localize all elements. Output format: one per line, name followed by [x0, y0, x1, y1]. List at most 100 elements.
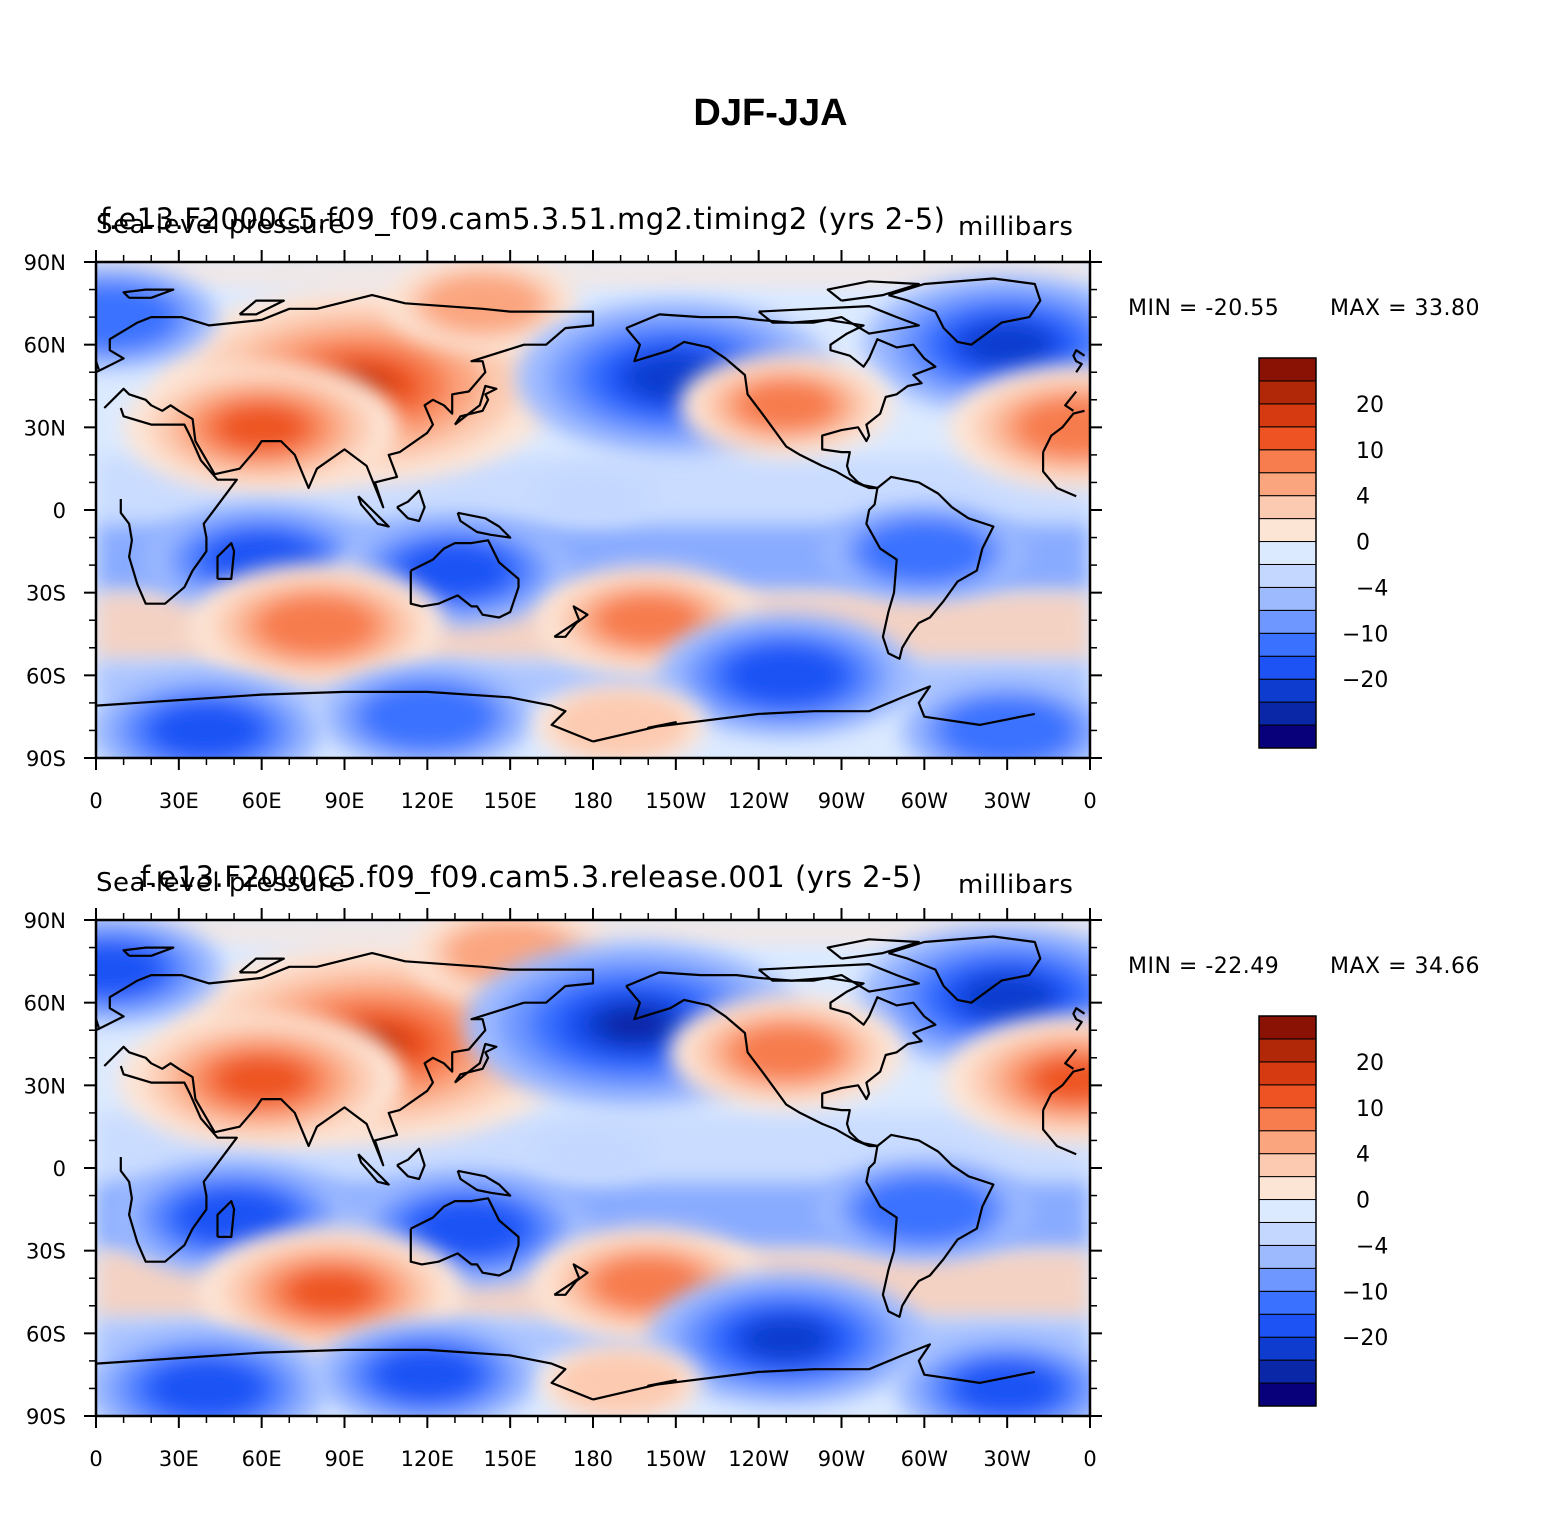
y-tick-label: 0: [53, 499, 66, 523]
colorbar-swatch: [1258, 563, 1317, 588]
colorbar-label: 4: [1356, 485, 1370, 510]
y-axis: 90N 60N 30N 0 30S 60S 90S: [24, 251, 1102, 771]
anomaly-center: [96, 1328, 330, 1416]
anomaly-contour: [635, 1277, 662, 1291]
x-tick-label: 0: [89, 1447, 102, 1471]
anomaly-contour: [316, 1284, 346, 1300]
x-tick-label: 180: [573, 789, 613, 813]
case-name-bottom: f.e13.F2000C5.f09_f09.cam5.3.release.001…: [140, 860, 923, 894]
anomaly-contour: [455, 1222, 483, 1236]
slp-field: [96, 262, 1090, 758]
anomaly-center: [943, 1014, 1090, 1145]
colorbar-swatch: [1258, 357, 1317, 382]
coastline-greenland: [888, 277, 1042, 346]
max-label-top: MAX = 33.80: [1330, 296, 1481, 321]
colorbar-label: 20: [1356, 1051, 1384, 1076]
anomaly-contour: [774, 399, 799, 412]
colorbar-label: −4: [1356, 1234, 1388, 1259]
colorbar-swatch: [1258, 1015, 1317, 1040]
y-tick-label: 30S: [26, 582, 66, 606]
colorbar-swatch: [1258, 1267, 1317, 1292]
colorbar-swatch: [1258, 1199, 1317, 1223]
x-tick-label: 30E: [159, 789, 199, 813]
colorbar-label: 10: [1356, 1097, 1384, 1122]
x-axis: 0 30E 60E 90E 120E 150E 180 150W 120W 90W 60W 30W 0: [89, 250, 1097, 813]
colorbar-swatch: [1258, 609, 1317, 634]
x-tick-label: 150E: [483, 789, 536, 813]
anomaly-center: [189, 563, 445, 689]
x-tick-label: 120E: [401, 1447, 454, 1471]
x-tick-label: 120E: [401, 789, 454, 813]
colorbar-swatch: [1258, 426, 1317, 451]
colorbar-label: 0: [1356, 1189, 1370, 1214]
colorbar-swatch: [1258, 1176, 1317, 1201]
colorbar-swatch: [1258, 380, 1317, 405]
anomaly-center: [532, 467, 654, 525]
colorbar-label: −20: [1342, 668, 1388, 693]
colorbar-swatch: [1258, 1107, 1317, 1132]
y-tick-label: 60N: [24, 334, 66, 358]
coastline-novaya: [238, 957, 285, 974]
coastline-eurasia: [96, 294, 1078, 509]
anomaly-contour: [611, 1378, 630, 1388]
colorbar-swatch: [1258, 472, 1317, 497]
x-tick-label: 60E: [242, 789, 282, 813]
field-band: [96, 262, 1090, 285]
coastline-madagascar: [216, 1200, 236, 1238]
anomaly-center: [315, 1320, 540, 1416]
colorbar-frame: [1258, 357, 1317, 749]
x-tick-label: 120W: [728, 1447, 789, 1471]
coastline-japan: [453, 1042, 498, 1084]
anomaly-center: [320, 664, 535, 758]
anomaly-contour: [586, 1151, 600, 1158]
coastline-canada_isl: [758, 963, 920, 993]
anomaly-contour: [658, 369, 694, 387]
colorbar-swatch: [1258, 1336, 1317, 1361]
anomaly-contour: [771, 1331, 802, 1347]
anomaly-center: [123, 359, 400, 495]
x-tick-label: 90W: [818, 1447, 866, 1471]
colorbar-swatch: [1258, 518, 1317, 543]
colorbar-swatch: [1258, 1359, 1317, 1384]
colorbar-swatch: [1258, 632, 1317, 657]
coastline-nz: [553, 605, 589, 638]
x-tick-label: 30W: [983, 789, 1031, 813]
y-tick-label: 90S: [26, 747, 66, 771]
colorbar-label: 10: [1356, 439, 1384, 464]
colorbar-swatch: [1258, 1084, 1317, 1109]
x-tick-label: 30E: [159, 1447, 199, 1471]
min-label-top: MIN = -20.55: [1128, 296, 1280, 321]
coastline-png: [456, 511, 512, 539]
min-label-bottom: MIN = -22.49: [1128, 954, 1280, 979]
coastline-antarctica: [96, 1343, 1036, 1401]
anomaly-contour: [995, 724, 1019, 737]
x-tick-label: 30W: [983, 1447, 1031, 1471]
anomaly-center: [648, 1271, 925, 1407]
y-axis: 90N 60N 30N 0 30S 60S 90S: [24, 909, 1102, 1429]
anomaly-contour: [991, 336, 1023, 353]
anomaly-contour: [414, 1368, 440, 1381]
variable-name-bottom: Sea-level pressure: [96, 868, 346, 898]
anomaly-center: [346, 1168, 592, 1289]
colorbar-swatch: [1258, 1290, 1317, 1315]
colorbar-label: 20: [1356, 393, 1384, 418]
max-label-bottom: MAX = 34.66: [1330, 954, 1481, 979]
anomaly-contour: [442, 564, 468, 577]
colorbar-swatch: [1258, 449, 1317, 474]
x-axis: 0 30E 60E 90E 120E 150E 180 150W 120W 90W 60W 30W 0: [89, 908, 1097, 1471]
colorbar-label: −4: [1356, 576, 1388, 601]
x-tick-label: 90W: [818, 789, 866, 813]
coastline-antarctica: [96, 685, 1036, 743]
coastline-ellesmere: [826, 938, 920, 960]
figure-title: DJF-JJA: [693, 92, 848, 134]
anomaly-contour: [302, 618, 331, 633]
x-tick-label: 150E: [483, 1447, 536, 1471]
y-tick-label: 60S: [26, 664, 66, 688]
colorbar-swatch: [1258, 724, 1317, 749]
x-tick-label: 0: [89, 789, 102, 813]
coastline-canada_isl: [758, 305, 920, 335]
coastline-png: [456, 1169, 512, 1197]
anomaly-contour: [773, 1045, 800, 1059]
coastline-svalbard: [122, 288, 175, 299]
y-tick-label: 60N: [24, 992, 66, 1016]
